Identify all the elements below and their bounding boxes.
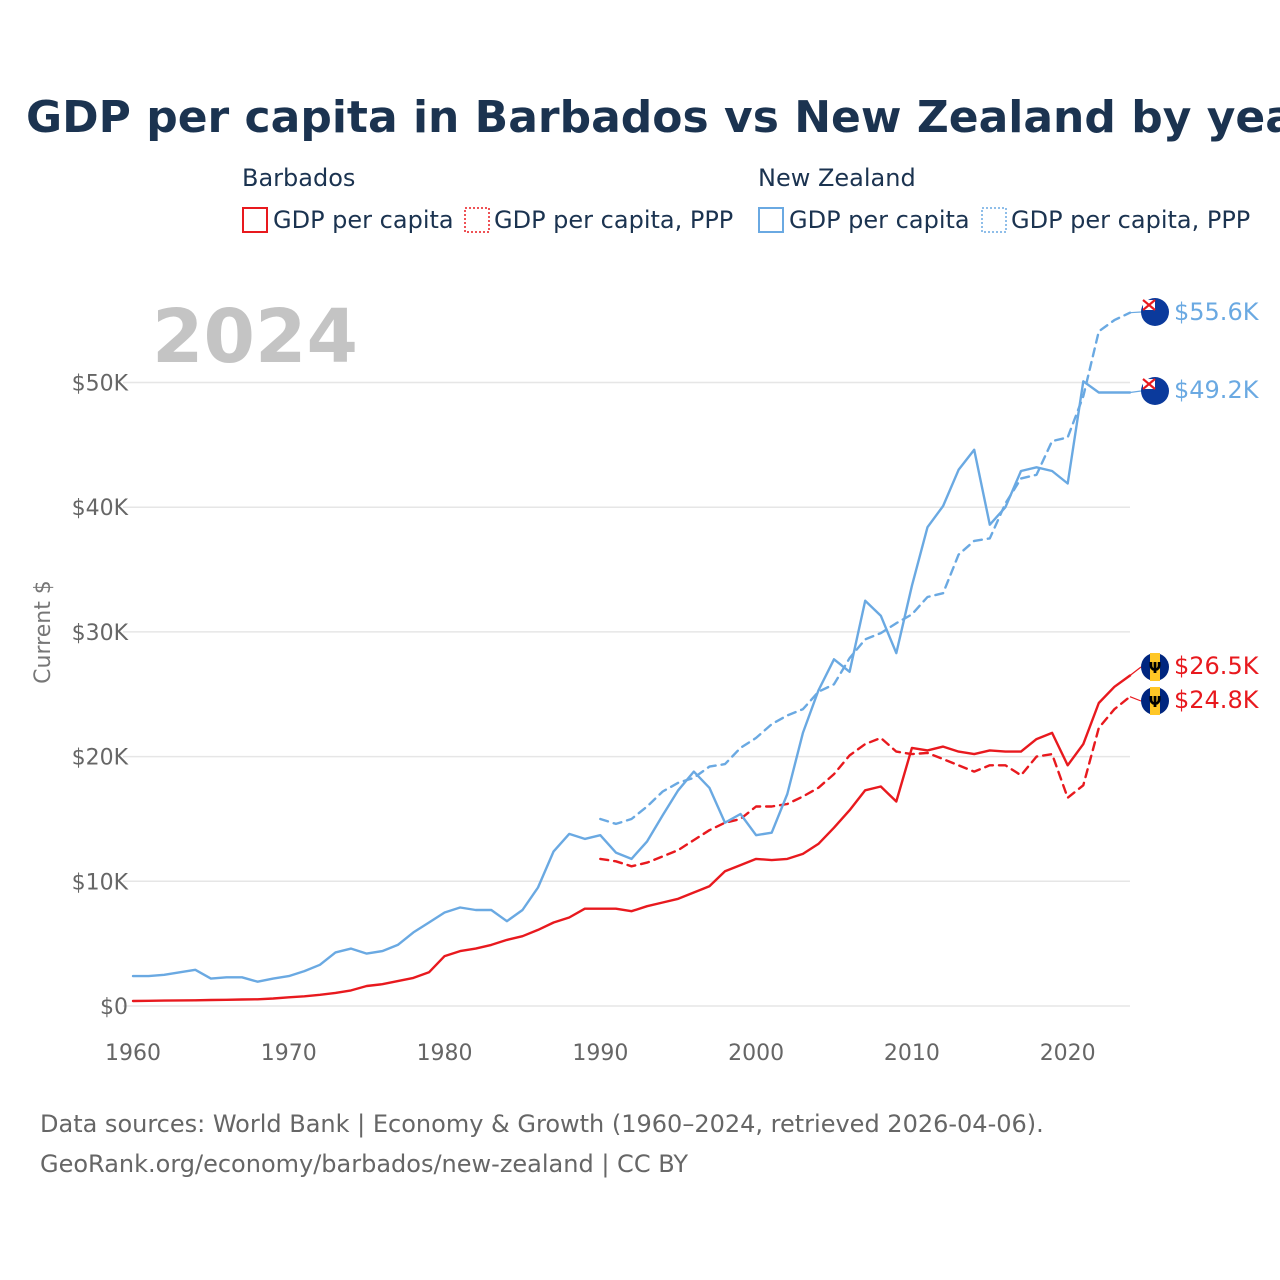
connector-nz_ppp bbox=[1129, 311, 1142, 314]
flag-band-icon bbox=[1150, 653, 1160, 681]
y-tick-label-5: $50K bbox=[72, 372, 129, 397]
connector-bb_gdp bbox=[1129, 666, 1142, 676]
end-marker-nz_gdp bbox=[1129, 377, 1169, 405]
flag-trident-icon: Ψ bbox=[1149, 659, 1162, 677]
flag-band-icon bbox=[1150, 687, 1160, 715]
end-label-bb-ppp: $24.8K bbox=[1174, 686, 1260, 714]
y-tick-label-3: $30K bbox=[72, 621, 129, 646]
legend-bb-gdp-swatch bbox=[242, 207, 268, 233]
flag-trident-icon: Ψ bbox=[1149, 693, 1162, 711]
source-line-2: GeoRank.org/economy/barbados/new-zealand… bbox=[40, 1150, 688, 1178]
x-tick-label-6: 2020 bbox=[1040, 1041, 1096, 1066]
x-tick-label-1: 1970 bbox=[261, 1041, 317, 1066]
chart-title: GDP per capita in Barbados vs New Zealan… bbox=[26, 92, 1280, 143]
end-label-nz-ppp: $55.6K bbox=[1174, 298, 1260, 326]
axis-ticks: $0 $10K $20K $30K $40K $50K 1960 1970 1980 1990 20… bbox=[72, 372, 1096, 1067]
series-line-bb_ppp bbox=[599, 695, 1132, 868]
flag-cross-icon bbox=[1142, 299, 1156, 311]
y-tick-label-2: $20K bbox=[72, 746, 129, 771]
y-tick-label-1: $10K bbox=[72, 870, 129, 895]
legend-nz-title: New Zealand bbox=[758, 164, 916, 192]
series-line-nz_ppp bbox=[599, 311, 1132, 826]
x-tick-label-0: 1960 bbox=[105, 1041, 161, 1066]
legend-bb-ppp-label: GDP per capita, PPP bbox=[494, 206, 733, 234]
legend-nz-ppp-swatch bbox=[981, 207, 1007, 233]
end-marker-bb_gdp: Ψ bbox=[1129, 653, 1169, 681]
legend: Barbados GDP per capita GDP per capita, … bbox=[242, 164, 1250, 234]
year-watermark: 2024 bbox=[152, 294, 358, 380]
x-tick-label-4: 2000 bbox=[728, 1041, 784, 1066]
series-line-bb_gdp bbox=[131, 674, 1132, 1003]
x-tick-label-3: 1990 bbox=[572, 1041, 628, 1066]
end-label-bb-gdp: $26.5K bbox=[1174, 652, 1260, 680]
series-line-nz_gdp bbox=[131, 380, 1132, 983]
source-line-1: Data sources: World Bank | Economy & Gro… bbox=[40, 1110, 1044, 1138]
series-lines bbox=[131, 311, 1132, 1003]
end-label-nz-gdp: $49.2K bbox=[1174, 376, 1260, 404]
x-tick-label-2: 1980 bbox=[417, 1041, 473, 1066]
x-tick-label-5: 2010 bbox=[884, 1041, 940, 1066]
legend-nz-gdp-label: GDP per capita bbox=[789, 206, 970, 234]
y-tick-label-0: $0 bbox=[100, 995, 128, 1020]
gridlines bbox=[123, 381, 1130, 1007]
end-marker-bb_ppp: Ψ bbox=[1129, 687, 1169, 715]
legend-bb-ppp-swatch bbox=[464, 207, 490, 233]
y-tick-label-4: $40K bbox=[72, 496, 129, 521]
connector-nz_gdp bbox=[1129, 390, 1142, 394]
legend-nz-ppp-label: GDP per capita, PPP bbox=[1011, 206, 1250, 234]
end-markers: ΨΨ bbox=[1129, 298, 1169, 715]
connector-bb_ppp bbox=[1129, 696, 1142, 702]
flag-cross-icon bbox=[1142, 378, 1156, 390]
legend-nz-gdp-swatch bbox=[758, 207, 784, 233]
y-axis-label: Current $ bbox=[31, 580, 56, 684]
end-marker-nz_ppp bbox=[1129, 298, 1169, 326]
legend-barbados-title: Barbados bbox=[242, 164, 355, 192]
legend-bb-gdp-label: GDP per capita bbox=[273, 206, 454, 234]
